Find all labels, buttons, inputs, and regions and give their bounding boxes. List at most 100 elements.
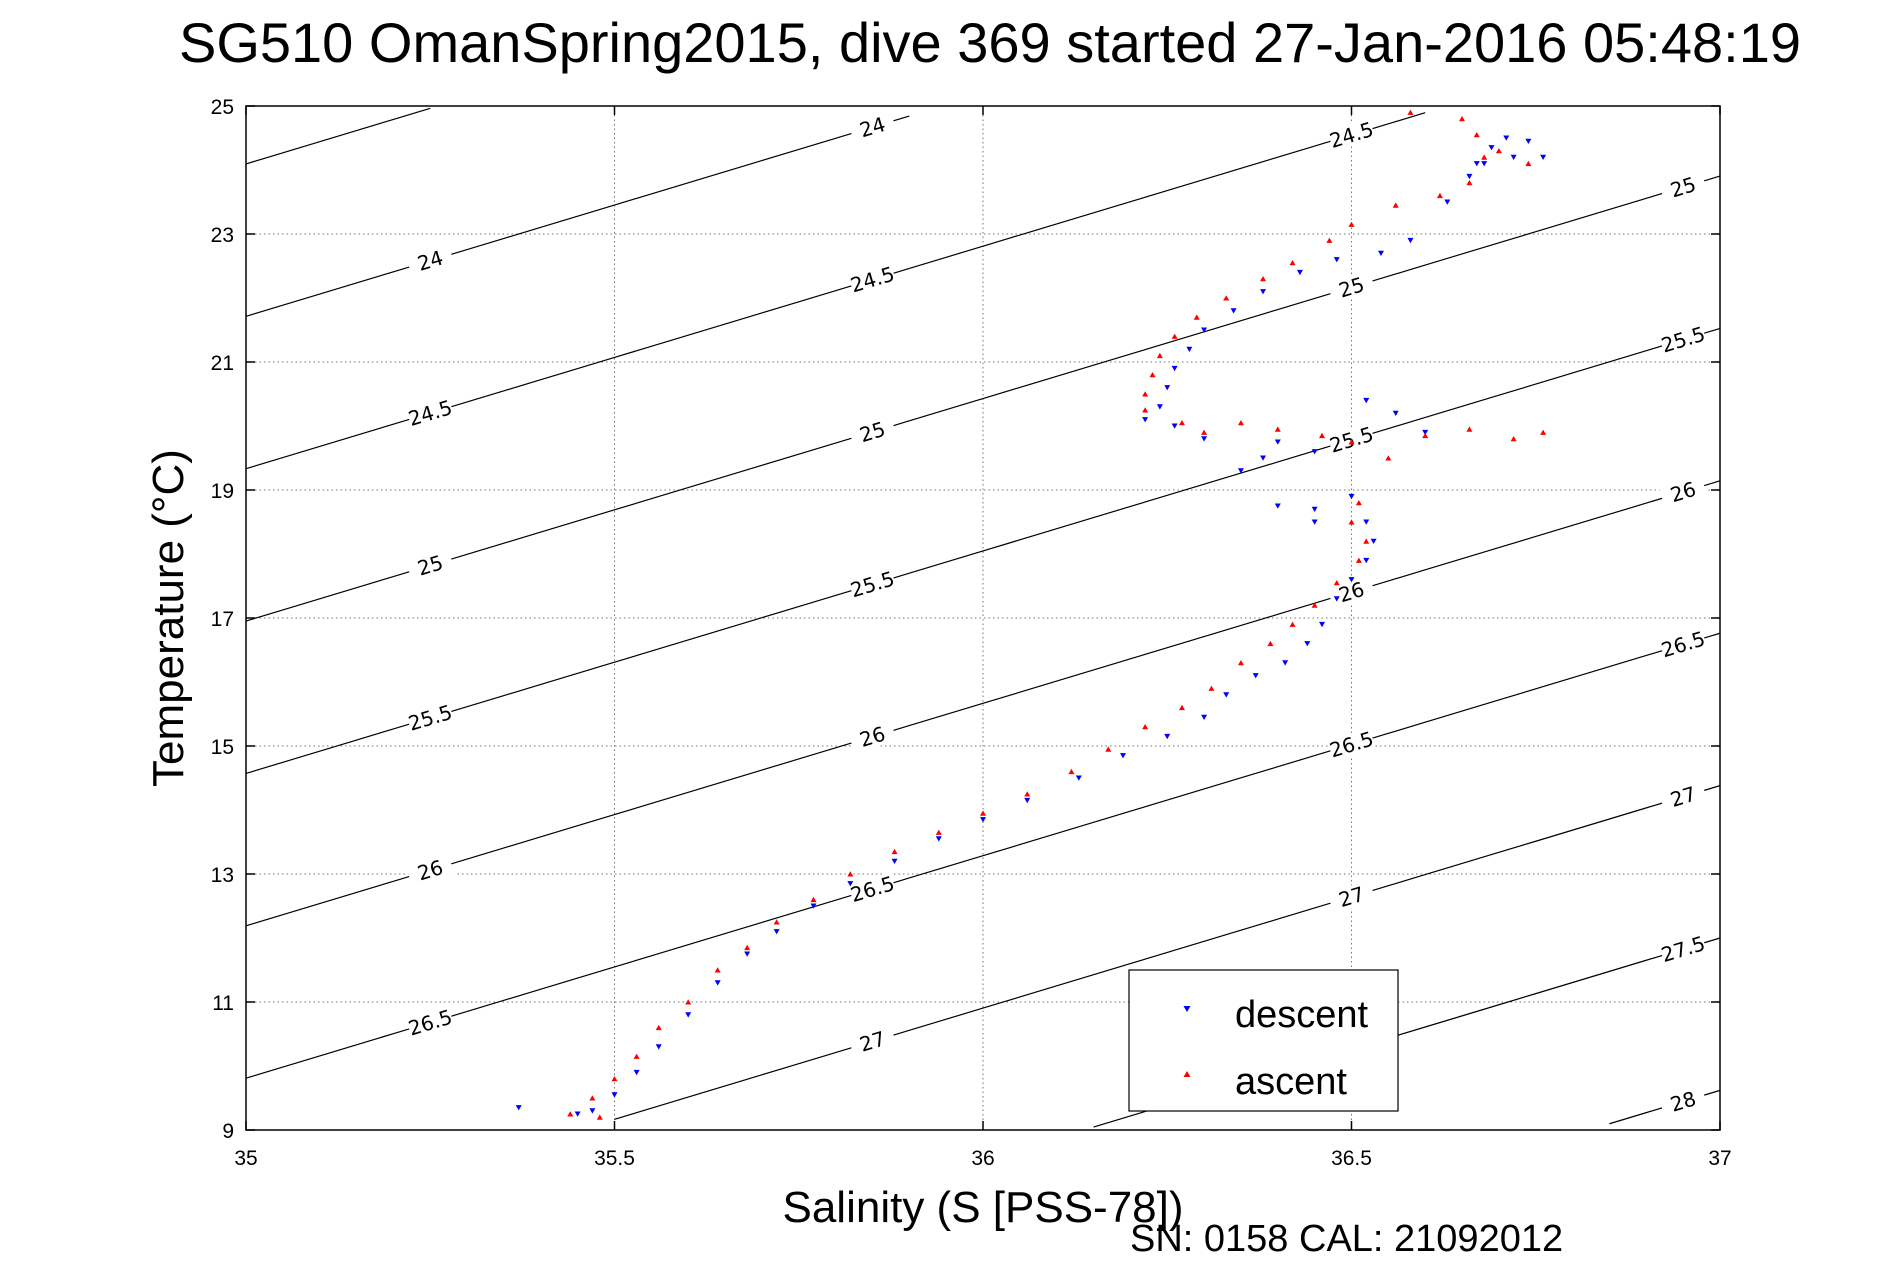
descent-point xyxy=(1510,154,1517,160)
density-contour-line xyxy=(245,480,1721,927)
contour-label-bg xyxy=(848,415,897,449)
ascent-point xyxy=(685,999,692,1005)
contour-label-bg xyxy=(1658,627,1708,662)
descent-point xyxy=(1260,289,1267,295)
descent-point xyxy=(1444,199,1451,205)
contour-label-bg xyxy=(848,567,897,602)
descent-point xyxy=(1075,775,1082,781)
ascent-point xyxy=(611,1076,618,1082)
ascent-point xyxy=(1311,602,1318,608)
ascent-point xyxy=(1208,685,1215,691)
ascent-point xyxy=(1105,746,1112,752)
ascent-point xyxy=(1525,160,1532,167)
ascent-point xyxy=(1319,432,1326,439)
descent-point xyxy=(1171,423,1178,429)
y-tick-label: 23 xyxy=(211,224,234,247)
descent-point xyxy=(1488,145,1495,151)
y-axis-ticks: 9 11 13 15 17 19 21 23 25 xyxy=(211,96,1720,1143)
ascent-point xyxy=(1178,704,1185,711)
legend: descent ascent xyxy=(1128,969,1399,1112)
x-axis-label: Salinity (S [PSS-78]) xyxy=(782,1183,1183,1232)
descent-point xyxy=(1363,519,1370,525)
contour-label-bg xyxy=(406,853,455,888)
x-tick-label: 35.5 xyxy=(594,1147,635,1170)
descent-series xyxy=(515,135,1547,1117)
descent-point xyxy=(1186,346,1193,352)
ascent-point xyxy=(1289,621,1296,627)
descent-point xyxy=(589,1108,596,1114)
ascent-point xyxy=(1495,148,1502,154)
descent-point xyxy=(1304,641,1311,647)
descent-point xyxy=(1481,161,1488,167)
descent-point xyxy=(1392,410,1399,416)
ascent-point xyxy=(1466,426,1473,432)
x-tick-label: 36 xyxy=(971,1147,994,1170)
descent-point xyxy=(1230,308,1237,314)
density-contour-line xyxy=(614,785,1721,1120)
y-tick-label: 19 xyxy=(211,480,234,503)
contour-label-bg xyxy=(1658,322,1708,357)
descent-point xyxy=(1319,621,1326,628)
contour-label-bg xyxy=(406,396,455,430)
descent-point xyxy=(1274,503,1281,509)
ascent-point xyxy=(1355,557,1362,563)
ascent-point xyxy=(1289,260,1296,266)
ascent-point xyxy=(1156,352,1163,359)
descent-point xyxy=(891,858,898,864)
y-tick-label: 15 xyxy=(211,736,234,759)
contour-label-bg xyxy=(1327,575,1376,609)
contour-label-bg xyxy=(1658,475,1708,509)
y-axis-label: Temperature (°C) xyxy=(144,449,193,787)
descent-point xyxy=(1407,237,1414,244)
y-tick-label: 25 xyxy=(211,96,234,119)
descent-point xyxy=(1237,468,1244,474)
ascent-point xyxy=(1201,429,1208,435)
descent-point xyxy=(1363,397,1370,404)
ascent-point xyxy=(935,829,942,835)
ascent-point xyxy=(714,967,721,973)
ascent-point xyxy=(1436,192,1443,199)
descent-point xyxy=(1156,404,1163,410)
ascent-point xyxy=(1260,276,1267,282)
descent-point xyxy=(515,1105,522,1111)
ascent-point xyxy=(891,848,898,855)
legend-descent-label: descent xyxy=(1235,994,1369,1036)
ascent-point xyxy=(1237,420,1244,426)
chart-title: SG510 OmanSpring2015, dive 369 started 2… xyxy=(179,11,1801,74)
descent-point xyxy=(1540,154,1547,160)
descent-point xyxy=(1348,493,1355,500)
descent-point xyxy=(1311,506,1318,512)
ascent-point xyxy=(1363,538,1370,544)
descent-point xyxy=(1311,519,1318,525)
descent-point xyxy=(1252,673,1259,679)
ascent-point xyxy=(1274,426,1281,432)
legend-descent-marker xyxy=(1183,1006,1191,1012)
descent-point xyxy=(935,836,942,842)
descent-point xyxy=(1164,385,1171,391)
ascent-point xyxy=(1355,500,1362,506)
y-tick-label: 21 xyxy=(211,352,234,375)
ascent-point xyxy=(1481,154,1488,160)
descent-point xyxy=(1223,692,1230,698)
contour-label-bg xyxy=(406,243,455,278)
density-contour-line xyxy=(245,107,431,165)
descent-point xyxy=(1370,538,1377,544)
ascent-point xyxy=(1466,180,1473,186)
ascent-point xyxy=(1407,109,1414,115)
y-tick-label: 11 xyxy=(212,992,234,1015)
descent-point xyxy=(1260,455,1267,461)
ascent-point xyxy=(567,1111,574,1117)
ascent-point xyxy=(1142,391,1149,397)
y-tick-label: 17 xyxy=(211,608,234,631)
ascent-point xyxy=(1326,237,1333,243)
ascent-point xyxy=(1171,333,1178,339)
contour-label-bg xyxy=(406,700,455,735)
x-tick-label: 37 xyxy=(1708,1147,1731,1170)
ascent-point xyxy=(1510,436,1517,442)
contour-label-bg xyxy=(1327,879,1376,914)
descent-point xyxy=(744,951,751,957)
descent-point xyxy=(1296,269,1303,276)
density-contour-line xyxy=(245,175,1721,622)
serial-calibration-footer: SN: 0158 CAL: 21092012 xyxy=(1130,1218,1563,1260)
x-axis-ticks: 35 35.5 36 36.5 37 xyxy=(234,106,1732,1170)
